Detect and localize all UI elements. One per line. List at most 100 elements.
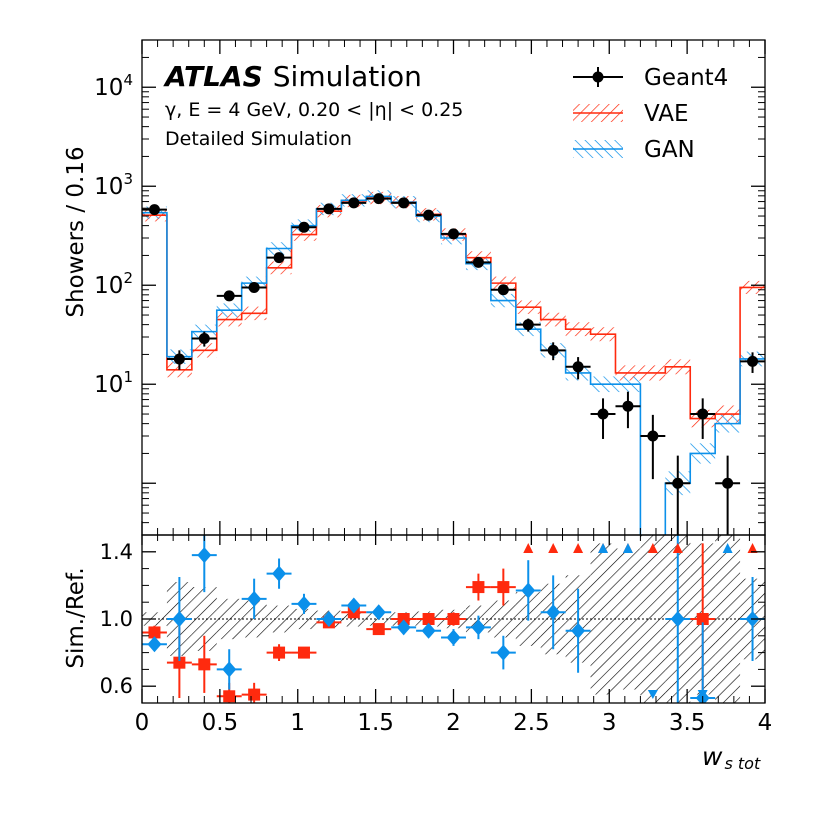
x-axis-label-sub: s tot [724,754,760,773]
vae-ratio-point [248,688,261,701]
gan-ratio-point [222,661,237,678]
gan-ratio-point [496,644,511,661]
gan-ratio-point [371,604,386,621]
vae-ratio-point [447,613,460,625]
gan-ratio-point [521,582,536,599]
x-tick-label: 2.5 [513,710,550,736]
gan-underflow-marker [647,690,658,699]
geant4-point [572,361,584,373]
gan-ratio-point [670,611,685,627]
geant4-point [198,332,210,344]
bottom-y-axis-label: Sim./Ref. [63,567,89,668]
geant4-points [142,193,765,535]
geant4-point [148,204,160,216]
geant4-point [622,400,634,412]
y-tick-label-bottom: 1.0 [100,607,133,631]
atlas-brand: ATLAS [163,60,263,93]
x-tick-label: 4 [758,710,773,736]
y-tick-label-bottom: 1.4 [100,540,133,564]
geant4-point [547,344,559,356]
legend-gan-label: GAN [644,137,695,163]
legend-geant4: Geant4 [573,65,728,91]
gan-ratio-point [197,547,212,564]
gan-ratio-point [321,611,336,627]
y-tick-label-top: 103 [94,170,133,200]
x-tick-label: 3.5 [669,710,706,736]
y-tick-label-top: 102 [94,269,133,299]
gan-ratio-point [296,595,311,612]
annotation-line1: γ, E = 4 GeV, 0.20 < |η| < 0.25 [165,99,463,121]
vae-ratio-point [148,626,161,639]
gan-underflow-marker [697,690,708,699]
annotation-line2: Detailed Simulation [165,128,352,150]
geant4-point [472,256,484,268]
gan-ratio-point [446,629,461,646]
vae-overflow-marker [647,543,658,553]
geant4-point [273,252,285,264]
gan-ratio-point [247,590,262,607]
gan-ratio-point [396,619,411,636]
vae-overflow-marker [548,543,559,553]
geant4-point [373,193,385,205]
vae-ratio-point [696,613,709,625]
reference-band-bin [640,535,666,703]
gan-ratio-point [147,636,162,653]
vae-overflow-marker [523,543,534,553]
geant4-point [697,408,709,420]
vae-ratio-point [173,656,186,669]
geant4-point [722,477,734,489]
legend: Geant4 VAE GAN [573,65,728,163]
geant4-point [248,281,260,293]
gan-overflow-marker [598,543,609,553]
gan-ratio-point [546,604,561,621]
atlas-simulation: Simulation [273,60,422,93]
geant4-point [522,319,534,331]
gan-overflow-marker [622,543,633,553]
gan-step-line [142,195,765,535]
geant4-point [448,228,459,240]
geant4-point [672,477,684,489]
x-tick-label: 3 [602,710,617,736]
vae-overflow-marker [573,543,584,553]
vae-ratio-point [397,613,410,625]
geant4-point [647,430,659,442]
x-tick-label: 2 [446,710,461,736]
vae-ratio-point [472,581,485,594]
atlas-label: ATLAS Simulation [163,60,422,93]
vae-ratio-point [198,658,211,671]
geant4-point [173,353,185,365]
reference-band-bin [216,598,242,640]
x-tick-label: 1.5 [357,710,394,736]
top-y-axis-label: Showers / 0.16 [63,146,89,317]
x-tick-label: 0 [135,710,150,736]
geant4-point [398,197,410,209]
reference-band-bin [341,611,367,627]
vae-ratio-point [297,646,310,659]
gan-ratio-point [571,622,586,639]
y-tick-label-bottom: 0.6 [100,674,133,698]
vae-ratio-point [422,613,435,625]
gan-ratio-point [172,611,187,627]
geant4-point [323,203,335,215]
vae-ratio-point [372,623,385,636]
legend-geant4-label: Geant4 [644,65,728,91]
geant4-point [747,355,759,367]
legend-vae: VAE [573,101,689,127]
geant4-point [348,197,360,209]
gan-ratio-point [346,597,361,614]
vae-overflow-marker [747,543,758,553]
geant4-point [223,290,235,302]
geant4-point [497,284,509,296]
vae-ratio-point [497,581,510,594]
axis-ticks [141,39,766,704]
gan-overflow-marker [722,543,733,553]
y-tick-label-top: 101 [94,368,133,398]
gan-ratio-point [421,622,436,639]
geant4-point [298,221,310,233]
ratio-overflow-markers [523,543,758,699]
x-tick-label: 1 [290,710,305,736]
geant4-point [597,408,609,420]
